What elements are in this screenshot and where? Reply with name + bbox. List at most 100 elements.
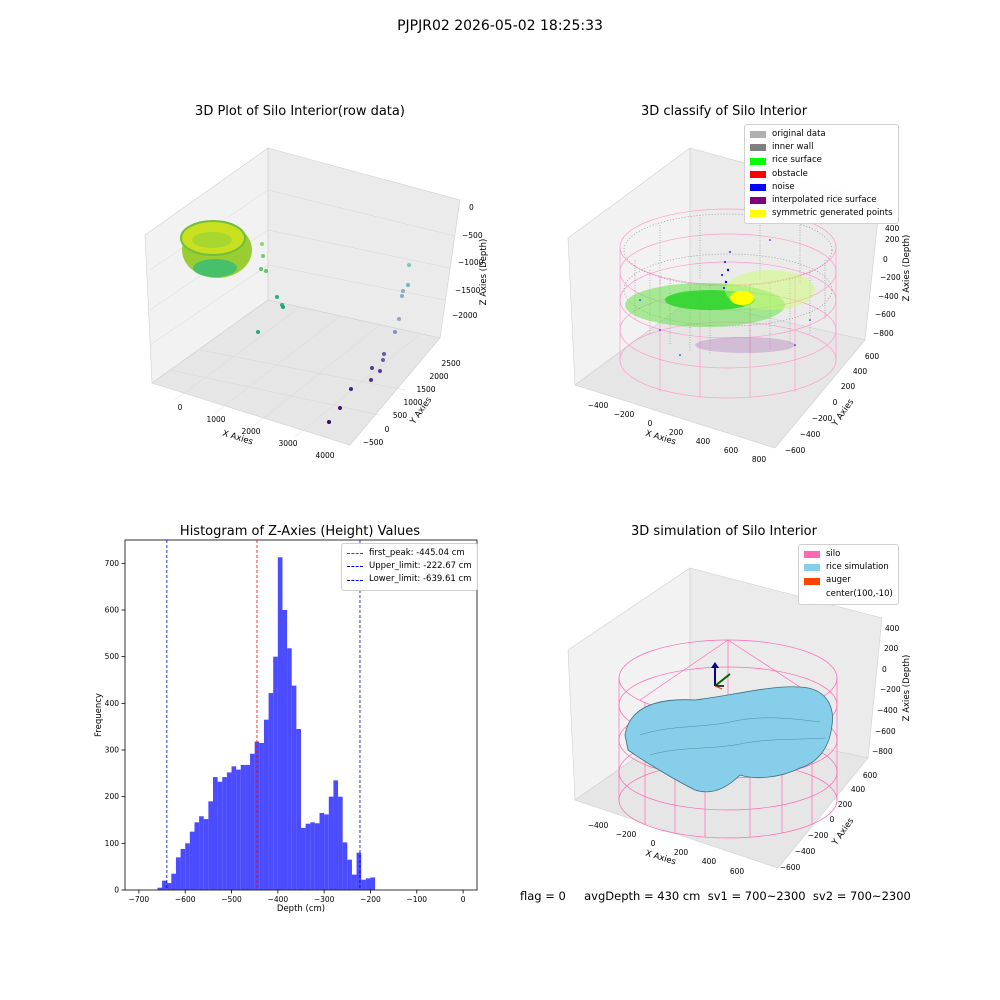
svg-text:0: 0: [883, 255, 888, 264]
histogram-y-tick-label: 100: [105, 839, 120, 848]
legend-first-peak: first_peak: -445.04 cm: [347, 547, 472, 560]
histogram-bar: [263, 719, 269, 890]
histogram-bar: [333, 780, 339, 890]
svg-text:−400: −400: [588, 821, 609, 830]
svg-text:−600: −600: [785, 446, 806, 455]
svg-text:−400: −400: [877, 706, 898, 715]
histogram-x-tick-label: −200: [360, 895, 381, 904]
legend-noise: noise: [750, 181, 893, 194]
svg-text:3000: 3000: [278, 439, 297, 448]
raw-x-ticks: 0 1000 2000 3000 4000: [178, 403, 335, 460]
histogram-y-tick-label: 300: [105, 746, 120, 755]
svg-text:−200: −200: [614, 410, 635, 419]
histogram-title: Histogram of Z-Axies (Height) Values: [179, 524, 421, 539]
figure-title: PJPJR02 2026-05-02 18:25:33: [397, 18, 603, 34]
histogram-bar: [199, 816, 204, 890]
histogram-bar: [291, 685, 297, 890]
histogram-y-tick-label: 700: [105, 559, 120, 568]
histogram-bar: [194, 822, 200, 890]
legend-interpolated-rice-surface: interpolated rice surface: [750, 194, 893, 207]
svg-text:200: 200: [669, 428, 684, 437]
simulation-z-label: Z Axies (Depth): [902, 655, 912, 722]
histogram-x-tick-label: −100: [406, 895, 427, 904]
svg-text:800: 800: [752, 455, 767, 464]
svg-text:400: 400: [885, 224, 900, 233]
histogram-y-label: Frequency: [94, 693, 104, 737]
svg-text:−200: −200: [812, 414, 833, 423]
histogram-bar: [259, 743, 264, 890]
histogram-bar: [185, 843, 190, 890]
svg-text:600: 600: [724, 446, 739, 455]
legend-rice-simulation: rice simulation: [804, 561, 893, 574]
histogram-x-tick-label: −700: [129, 895, 150, 904]
raw-z-ticks: 0 −500 −1000 −1500 −2000: [452, 203, 484, 320]
svg-text:−600: −600: [780, 863, 801, 872]
svg-text:0: 0: [469, 203, 474, 212]
svg-text:400: 400: [696, 437, 711, 446]
svg-text:−200: −200: [616, 830, 637, 839]
histogram-x-tick-label: 0: [461, 895, 466, 904]
histogram-legend: first_peak: -445.04 cm Upper_limit: -222…: [341, 543, 478, 591]
svg-text:−600: −600: [875, 727, 896, 736]
raw-y-ticks: −500 0 500 1000 1500 2000 2500: [363, 359, 461, 447]
histogram-bar: [328, 796, 334, 890]
classify-plot-title: 3D classify of Silo Interior: [640, 104, 808, 119]
histogram-bar: [296, 729, 301, 890]
simulation-x-label: X Axies: [644, 849, 677, 868]
legend-lower-limit: Lower_limit: -639.61 cm: [347, 573, 472, 586]
histogram-bar: [222, 777, 227, 890]
legend-inner-wall: inner wall: [750, 141, 893, 154]
legend-obstacle: obstacle: [750, 168, 893, 181]
histogram-y-tick-label: 200: [105, 792, 120, 801]
histogram-bar: [324, 814, 329, 890]
svg-text:1500: 1500: [416, 385, 435, 394]
classify-legend: original data inner wall rice surface ob…: [744, 124, 899, 225]
svg-text:600: 600: [730, 867, 745, 876]
histogram-x-tick-label: −600: [175, 895, 196, 904]
svg-text:0: 0: [648, 419, 653, 428]
svg-text:500: 500: [393, 411, 408, 420]
svg-text:4000: 4000: [315, 451, 334, 460]
histogram-y-tick-label: 600: [105, 606, 120, 615]
svg-text:400: 400: [853, 367, 868, 376]
histogram-bar: [338, 796, 343, 890]
svg-text:0: 0: [651, 839, 656, 848]
svg-text:−500: −500: [363, 438, 384, 447]
svg-text:0: 0: [385, 425, 390, 434]
svg-text:−200: −200: [880, 273, 901, 282]
svg-text:400: 400: [885, 624, 900, 633]
histogram-bar: [231, 766, 237, 890]
svg-text:200: 200: [885, 235, 900, 244]
histogram-bar: [370, 877, 376, 890]
simulation-plot-3d: −400 −200 0 200 400 600 X Axies −600 −40…: [567, 567, 912, 876]
svg-text:−1000: −1000: [458, 258, 484, 267]
svg-text:600: 600: [865, 352, 880, 361]
svg-text:1000: 1000: [206, 415, 225, 424]
histogram-bar: [314, 823, 320, 890]
histogram-bar: [189, 831, 195, 890]
svg-text:−400: −400: [795, 847, 816, 856]
svg-text:200: 200: [841, 382, 856, 391]
svg-text:−200: −200: [880, 685, 901, 694]
svg-text:400: 400: [702, 857, 717, 866]
histogram-bar: [310, 822, 315, 890]
status-line: flag = 0 avgDepth = 430 cm sv1 = 700~230…: [520, 889, 911, 903]
histogram-bar: [213, 777, 218, 890]
histogram-bar: [277, 557, 283, 890]
svg-text:200: 200: [674, 848, 689, 857]
histogram-bar: [361, 879, 366, 890]
svg-text:−200: −200: [808, 831, 829, 840]
classify-z-ticks: 400 200 0 −200 −400 −600 −800: [873, 224, 901, 338]
svg-text:200: 200: [884, 644, 899, 653]
histogram-bar: [203, 819, 209, 890]
svg-text:200: 200: [838, 800, 853, 809]
histogram-bar: [268, 693, 274, 890]
svg-text:−2000: −2000: [452, 311, 478, 320]
histogram-bar: [245, 764, 251, 890]
simulation-z-ticks: 400 200 0 −200 −400 −600 −800: [872, 624, 901, 756]
svg-text:−1500: −1500: [455, 286, 481, 295]
histogram-bar: [236, 769, 241, 890]
histogram-x-tick-label: −400: [268, 895, 289, 904]
histogram-bar: [162, 880, 167, 890]
center-marker: [711, 662, 731, 690]
